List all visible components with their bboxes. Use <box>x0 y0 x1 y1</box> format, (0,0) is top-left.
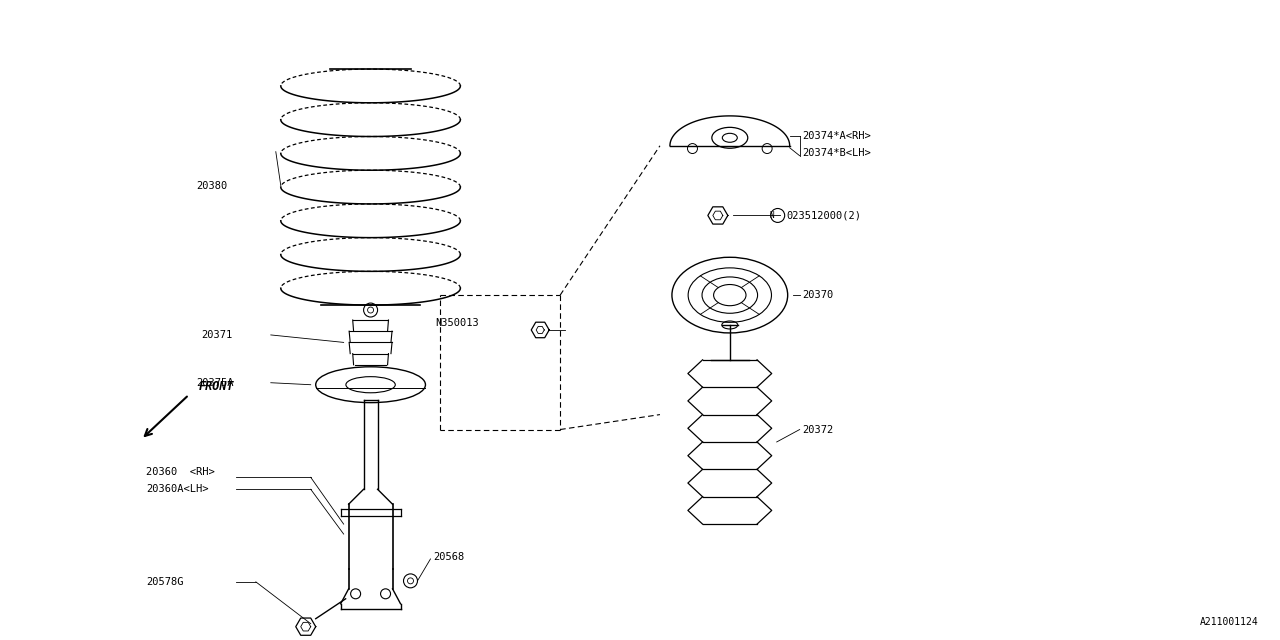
Text: 20370: 20370 <box>803 290 833 300</box>
Text: 20372: 20372 <box>803 424 833 435</box>
Text: A211001124: A211001124 <box>1199 617 1258 627</box>
Text: 20360  <RH>: 20360 <RH> <box>146 467 215 477</box>
Text: N350013: N350013 <box>435 318 479 328</box>
Text: 20375A: 20375A <box>196 378 233 388</box>
Text: 20374*B<LH>: 20374*B<LH> <box>803 148 872 157</box>
Text: 20578G: 20578G <box>146 577 183 587</box>
Text: 20374*A<RH>: 20374*A<RH> <box>803 131 872 141</box>
Text: 20371: 20371 <box>201 330 232 340</box>
Text: 023512000(2): 023512000(2) <box>787 211 861 220</box>
Text: 20568: 20568 <box>434 552 465 562</box>
Text: FRONT: FRONT <box>198 380 234 393</box>
Text: 20380: 20380 <box>196 180 228 191</box>
Text: 20360A<LH>: 20360A<LH> <box>146 484 209 494</box>
Text: N: N <box>769 211 774 220</box>
